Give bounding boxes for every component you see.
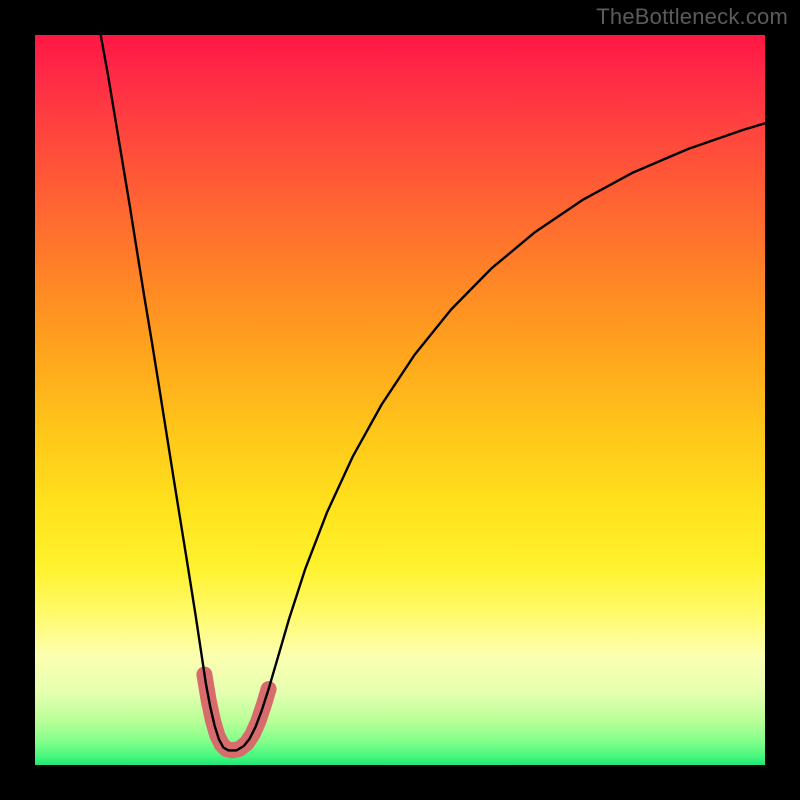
plot-background	[35, 35, 765, 765]
chart-root: TheBottleneck.com	[0, 0, 800, 800]
watermark-label: TheBottleneck.com	[596, 4, 788, 30]
bottleneck-chart	[0, 0, 800, 800]
